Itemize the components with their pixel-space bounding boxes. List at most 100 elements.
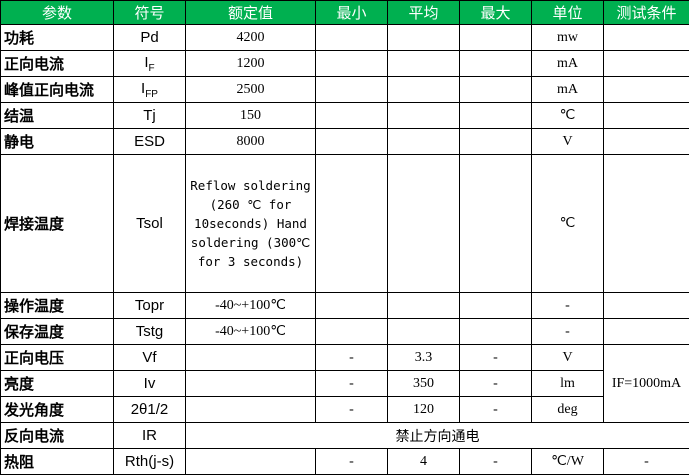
max-cell: -	[459, 344, 532, 371]
symbol-cell: Iv	[113, 370, 186, 397]
typ-cell: 4	[387, 448, 460, 475]
table-row: 正向电流 IF 1200 mA	[0, 50, 689, 77]
typ-cell	[387, 24, 460, 51]
param-cell: 功耗	[0, 24, 114, 51]
table-row: 操作温度 Topr -40~+100℃ -	[0, 292, 689, 319]
header-row: 参数 符号 额定值 最小 平均 最大 单位 测试条件	[0, 0, 689, 25]
rated-cell: 8000	[185, 128, 316, 155]
max-cell: -	[459, 370, 532, 397]
condition-cell	[603, 76, 689, 103]
min-cell	[315, 102, 388, 129]
symbol-cell: IF	[113, 50, 186, 77]
unit-cell: deg	[531, 396, 604, 423]
param-cell: 正向电压	[0, 344, 114, 371]
min-cell	[315, 154, 388, 293]
table-row: 正向电压 Vf -3.3- V IF=1000mA	[0, 344, 689, 423]
rated-cell: 150	[185, 102, 316, 129]
condition-cell	[603, 318, 689, 345]
typ-cell: 350	[387, 370, 460, 397]
symbol-cell: 2θ1/2	[113, 396, 186, 423]
unit-cell: lm	[531, 370, 604, 397]
param-cell: 峰值正向电流	[0, 76, 114, 103]
symbol-cell: ESD	[113, 128, 186, 155]
symbol-cell: Tj	[113, 102, 186, 129]
symbol-text: Pd	[140, 29, 159, 46]
symbol-cell: Tstg	[113, 318, 186, 345]
param-cell: 静电	[0, 128, 114, 155]
column-header-rated: 额定值	[185, 0, 316, 25]
typ-cell	[387, 50, 460, 77]
symbol-cell: Vf	[113, 344, 186, 371]
typ-cell	[387, 76, 460, 103]
symbol-text: I	[144, 53, 149, 71]
symbol-text: Iv	[143, 375, 156, 392]
condition-cell	[603, 292, 689, 319]
min-cell	[315, 76, 388, 103]
column-header-max: 最大	[459, 0, 532, 25]
condition-cell: -	[603, 448, 689, 475]
param-cell: 正向电流	[0, 50, 114, 77]
typ-cell	[387, 128, 460, 155]
column-header-symbol: 符号	[113, 0, 186, 25]
rated-cell	[185, 448, 316, 475]
table-row: 亮度 Iv -350- lm	[0, 370, 689, 397]
condition-cell: IF=1000mA	[603, 344, 689, 423]
param-cell: 发光角度	[0, 396, 114, 423]
table-row: 结温 Tj 150 ℃	[0, 102, 689, 129]
max-cell	[459, 24, 532, 51]
symbol-text: Tj	[143, 107, 156, 124]
symbol-cell: Rth(j-s)	[113, 448, 186, 475]
rated-cell: Reflow soldering (260 ℃ for 10seconds) H…	[185, 154, 316, 293]
rated-cell: 4200	[185, 24, 316, 51]
max-cell	[459, 102, 532, 129]
symbol-text: Tsol	[136, 215, 163, 232]
symbol-text: I	[141, 79, 146, 97]
max-cell	[459, 50, 532, 77]
condition-cell	[603, 102, 689, 129]
min-cell	[315, 50, 388, 77]
rated-cell: 2500	[185, 76, 316, 103]
condition-cell	[603, 50, 689, 77]
min-cell: -	[315, 396, 388, 423]
unit-cell: V	[531, 344, 604, 371]
rated-cell: 1200	[185, 50, 316, 77]
max-cell	[459, 128, 532, 155]
table-body: 功耗 Pd 4200 mw 正向电流 IF 1200 mA 峰值正向电流 IFP 2500 mA 结温 T…	[0, 24, 689, 475]
typ-cell	[387, 154, 460, 293]
symbol-cell: Tsol	[113, 154, 186, 293]
rated-cell	[185, 344, 316, 371]
typ-cell	[387, 102, 460, 129]
symbol-subscript: F	[148, 62, 155, 74]
column-header-cond: 测试条件	[603, 0, 689, 25]
column-header-min: 最小	[315, 0, 388, 25]
rated-cell: -40~+100℃	[185, 292, 316, 319]
unit-cell: V	[531, 128, 604, 155]
unit-cell: mA	[531, 76, 604, 103]
symbol-cell: IFP	[113, 76, 186, 103]
param-cell: 结温	[0, 102, 114, 129]
param-cell: 亮度	[0, 370, 114, 397]
symbol-text: ESD	[134, 133, 165, 150]
param-cell: 反向电流	[0, 422, 114, 449]
table-row: 反向电流 IR 禁止方向通电	[0, 422, 689, 449]
symbol-text: Rth(j-s)	[124, 453, 175, 470]
max-cell: -	[459, 396, 532, 423]
symbol-subscript: FP	[145, 88, 158, 100]
symbol-cell: Topr	[113, 292, 186, 319]
typ-cell: 3.3	[387, 344, 460, 371]
column-header-param: 参数	[0, 0, 114, 25]
symbol-text: Topr	[134, 297, 165, 314]
condition-cell	[603, 24, 689, 51]
note-cell: 禁止方向通电	[185, 422, 689, 449]
table-row: 热阻 Rth(j-s) -4- ℃/W -	[0, 448, 689, 475]
table-row: 焊接温度 Tsol Reflow soldering (260 ℃ for 10se…	[0, 154, 689, 293]
symbol-text: 2θ1/2	[130, 401, 169, 418]
rated-cell	[185, 370, 316, 397]
symbol-text: Tstg	[135, 323, 164, 340]
table-row: 静电 ESD 8000 V	[0, 128, 689, 155]
max-cell: -	[459, 448, 532, 475]
condition-cell	[603, 128, 689, 155]
max-cell	[459, 76, 532, 103]
min-cell	[315, 24, 388, 51]
symbol-text: Vf	[142, 349, 157, 366]
